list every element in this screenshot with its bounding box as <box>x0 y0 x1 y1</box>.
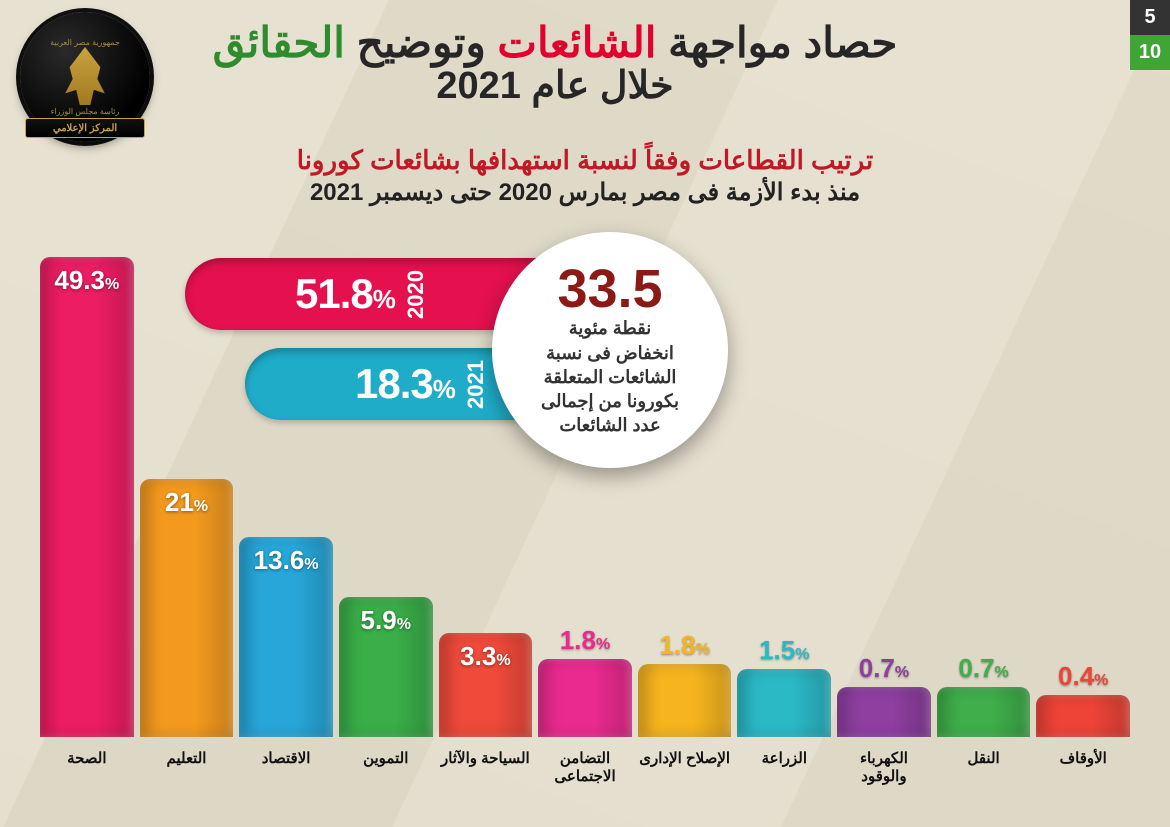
xlabels-container: الصحةالتعليمالاقتصادالتموينالسياحة والآث… <box>40 743 1130 797</box>
bar-label: التضامن الاجتماعى <box>538 743 632 797</box>
bar-wrap: 5.9% <box>339 597 433 737</box>
subtitle-line2: منذ بدء الأزمة فى مصر بمارس 2020 حتى ديس… <box>0 178 1170 207</box>
subtitle-line1: ترتيب القطاعات وفقاً لنسبة استهدافها بشا… <box>0 145 1170 176</box>
bar-label: النقل <box>937 743 1031 797</box>
bar: 13.6% <box>239 537 333 737</box>
bar-wrap: 21% <box>140 479 234 737</box>
subtitle: ترتيب القطاعات وفقاً لنسبة استهدافها بشا… <box>0 145 1170 207</box>
bar-label: الأوقاف <box>1036 743 1130 797</box>
bar-wrap: 3.3% <box>439 633 533 737</box>
bar: 21% <box>140 479 234 737</box>
bar-value: 1.8% <box>560 625 610 656</box>
title-rumors: الشائعات <box>497 19 656 66</box>
bar-wrap: 49.3% <box>40 257 134 737</box>
bar: 5.9% <box>339 597 433 737</box>
bar-label: الإصلاح الإدارى <box>638 743 732 797</box>
bar: 3.3% <box>439 633 533 737</box>
title-line2: خلال عام 2021 <box>40 63 1070 108</box>
bar-value: 1.5% <box>759 635 809 666</box>
bar: 1.8% <box>538 659 632 737</box>
bar: 0.7% <box>837 687 931 737</box>
bar-label: التعليم <box>140 743 234 797</box>
emblem-ribbon: المركز الإعلامي <box>25 118 145 138</box>
bar-wrap: 1.8% <box>538 659 632 737</box>
title-line1: حصاد مواجهة الشائعات وتوضيح الحقائق <box>40 18 1070 67</box>
bar-value: 0.7% <box>958 653 1008 684</box>
title: حصاد مواجهة الشائعات وتوضيح الحقائق خلال… <box>40 18 1130 108</box>
bar-label: السياحة والآثار <box>439 743 533 797</box>
bar-value: 3.3% <box>460 641 510 672</box>
page-number-badges: 5 10 <box>1130 0 1170 70</box>
bar-wrap: 1.8% <box>638 664 732 737</box>
sector-bar-chart: 49.3%21%13.6%5.9%3.3%1.8%1.8%1.5%0.7%0.7… <box>40 237 1130 797</box>
bar-label: الصحة <box>40 743 134 797</box>
bar: 49.3% <box>40 257 134 737</box>
bar: 0.7% <box>937 687 1031 737</box>
bars-container: 49.3%21%13.6%5.9%3.3%1.8%1.8%1.5%0.7%0.7… <box>40 237 1130 737</box>
bar-value: 5.9% <box>361 605 411 636</box>
bar-value: 21% <box>165 487 208 518</box>
bar: 0.4% <box>1036 695 1130 737</box>
bar: 1.8% <box>638 664 732 737</box>
bar-wrap: 0.7% <box>937 687 1031 737</box>
page-badge-bottom: 10 <box>1130 35 1170 70</box>
bar-label: الاقتصاد <box>239 743 333 797</box>
bar-wrap: 0.4% <box>1036 695 1130 737</box>
bar-value: 49.3% <box>54 265 119 296</box>
bar-wrap: 13.6% <box>239 537 333 737</box>
bar-value: 0.4% <box>1058 661 1108 692</box>
bar-value: 0.7% <box>859 653 909 684</box>
emblem-text-mid: رئاسة مجلس الوزراء <box>51 107 120 116</box>
title-facts: الحقائق <box>213 19 345 66</box>
bar-value: 1.8% <box>659 630 709 661</box>
title-prefix: حصاد مواجهة <box>656 19 897 66</box>
bar-label: الزراعة <box>737 743 831 797</box>
header: حصاد مواجهة الشائعات وتوضيح الحقائق خلال… <box>40 18 1130 108</box>
bar-value: 13.6% <box>254 545 319 576</box>
bar-wrap: 1.5% <box>737 669 831 737</box>
bar-label: التموين <box>339 743 433 797</box>
title-middle: وتوضيح <box>345 19 497 66</box>
bar-wrap: 0.7% <box>837 687 931 737</box>
bar-label: الكهرباء والوقود <box>837 743 931 797</box>
page-badge-top: 5 <box>1130 0 1170 35</box>
bar: 1.5% <box>737 669 831 737</box>
